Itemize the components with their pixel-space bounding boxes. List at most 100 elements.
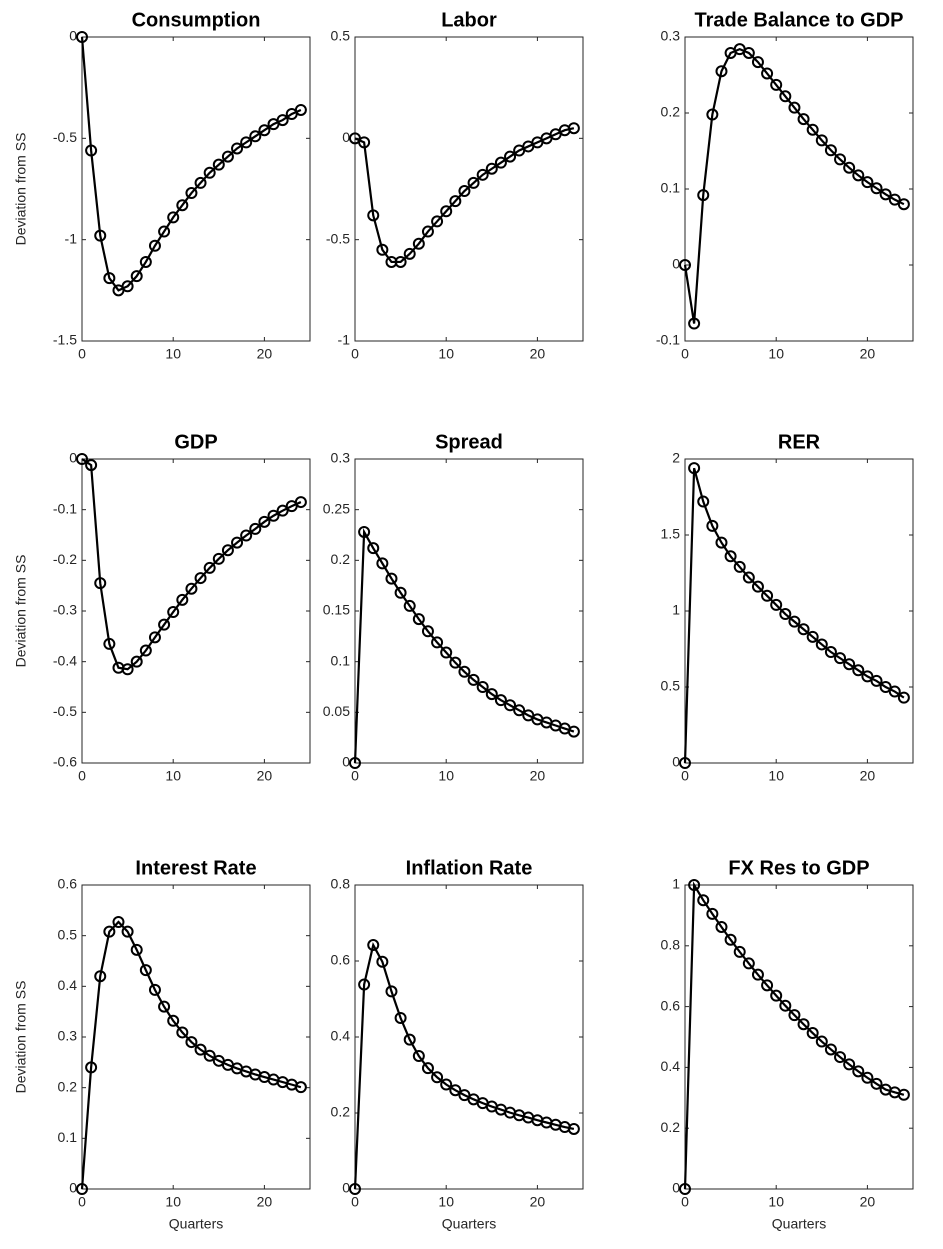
x-tick-label: 20	[860, 1194, 876, 1210]
marker	[139, 644, 152, 657]
marker	[742, 571, 755, 584]
marker	[888, 193, 901, 206]
marker	[176, 1026, 189, 1039]
x-tick-label: 20	[530, 346, 546, 362]
subplot: -1 -0.5 0 0.5 0 10 20 Labor	[326, 9, 584, 362]
chart-title: RER	[778, 431, 821, 453]
marker	[394, 1012, 407, 1024]
marker	[888, 685, 901, 698]
marker	[897, 691, 910, 704]
marker	[403, 599, 416, 612]
marker	[376, 955, 389, 968]
x-tick-label: 0	[681, 346, 689, 362]
marker	[212, 158, 225, 171]
chart-title: Consumption	[132, 9, 261, 31]
marker	[249, 130, 262, 143]
marker	[879, 188, 892, 201]
y-axis-label: Deviation from SS	[13, 133, 29, 246]
marker	[870, 182, 883, 195]
marker	[139, 255, 152, 268]
marker	[121, 280, 134, 293]
y-tick-label: -0.1	[656, 332, 680, 348]
marker	[376, 557, 389, 570]
marker	[76, 1183, 88, 1195]
x-tick-label: 20	[257, 1194, 273, 1210]
y-tick-label: 0.4	[58, 977, 78, 993]
y-tick-label: 0.1	[58, 1129, 78, 1145]
y-tick-label: 0.6	[661, 997, 681, 1013]
x-tick-label: 10	[768, 768, 784, 784]
line	[80, 920, 302, 1190]
marker	[688, 317, 701, 330]
marker	[221, 150, 234, 163]
x-tick-label: 0	[78, 346, 86, 362]
x-axis-label: Quarters	[169, 1216, 223, 1232]
marker	[412, 613, 425, 626]
marker	[688, 879, 701, 891]
x-tick-label: 10	[438, 768, 454, 784]
marker	[852, 1065, 865, 1078]
marker	[231, 142, 244, 155]
marker	[715, 920, 728, 933]
marker	[861, 176, 874, 189]
y-tick-label: -0.5	[53, 703, 77, 719]
marker	[212, 552, 225, 565]
marker	[742, 957, 755, 970]
axes-box	[81, 884, 311, 1190]
x-axis-label: Quarters	[772, 1216, 826, 1232]
line	[81, 458, 302, 671]
marker	[834, 1051, 847, 1064]
marker	[167, 211, 180, 224]
marker	[815, 638, 828, 651]
marker	[834, 153, 847, 166]
marker	[203, 1049, 216, 1062]
marker	[897, 198, 910, 211]
marker	[861, 1071, 874, 1084]
axes-box	[684, 884, 914, 1190]
y-tick-label: 0.6	[58, 876, 78, 892]
marker	[843, 161, 856, 174]
y-tick-label: 1	[672, 602, 680, 618]
y-tick-label: 0	[342, 754, 350, 770]
marker	[815, 134, 828, 147]
marker	[385, 985, 398, 998]
marker	[421, 625, 434, 638]
marker	[167, 1014, 180, 1027]
chart-title: Interest Rate	[135, 857, 256, 879]
axes-box	[684, 458, 914, 764]
marker	[688, 462, 701, 475]
marker	[504, 699, 517, 712]
marker	[85, 144, 98, 157]
marker	[761, 589, 774, 602]
marker	[294, 1081, 307, 1094]
marker	[449, 656, 462, 669]
y-tick-label: 1	[672, 876, 680, 892]
x-tick-label: 0	[78, 1194, 86, 1210]
y-tick-label: 0	[69, 450, 77, 466]
marker	[431, 636, 444, 649]
x-tick-label: 20	[257, 768, 273, 784]
marker	[870, 1077, 883, 1090]
marker	[185, 1036, 198, 1049]
x-tick-label: 10	[768, 1194, 784, 1210]
marker	[403, 247, 416, 260]
y-tick-label: 0.3	[58, 1028, 78, 1044]
x-tick-label: 20	[860, 346, 876, 362]
marker	[440, 205, 453, 218]
line	[353, 528, 575, 764]
y-tick-label: 0.2	[661, 104, 681, 120]
y-tick-label: 0	[672, 1180, 680, 1196]
marker	[494, 156, 507, 169]
subplot: 0 0.1 0.2 0.3 0.4 0.5 0.6 0 10 20 Interest Rate Dev…	[13, 857, 311, 1232]
marker	[194, 176, 207, 189]
marker	[476, 681, 489, 693]
chart-title: Trade Balance to GDP	[695, 9, 904, 31]
marker	[376, 243, 389, 256]
y-tick-label: 0.05	[323, 703, 350, 719]
marker	[367, 209, 380, 222]
marker	[148, 239, 161, 252]
y-tick-label: -0.1	[53, 500, 77, 516]
marker	[788, 615, 801, 628]
marker	[715, 536, 728, 549]
